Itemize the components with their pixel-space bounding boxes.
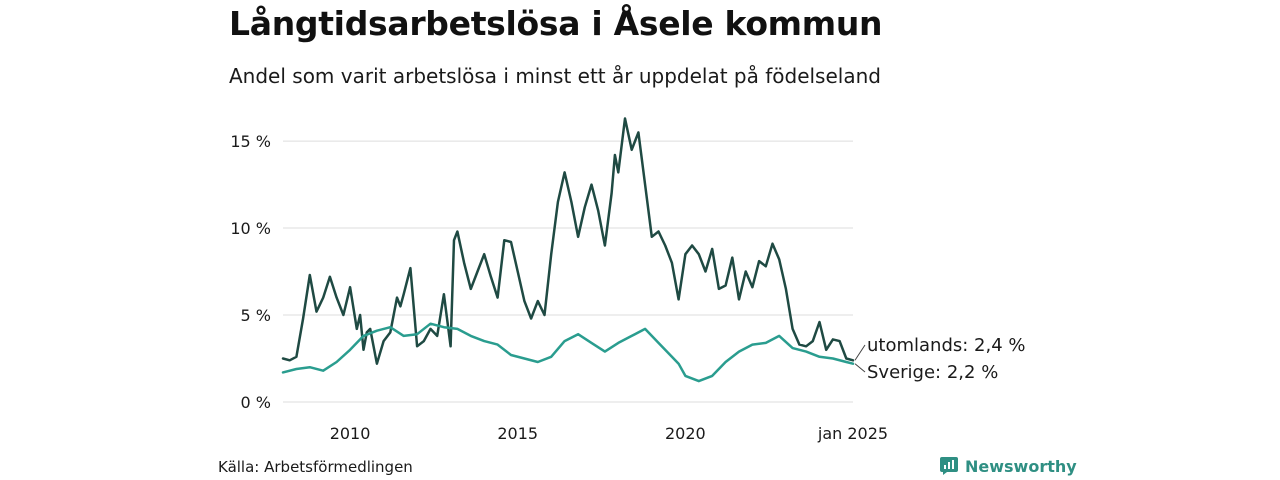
y-tick-label: 0 %	[241, 393, 271, 412]
series-lines	[281, 117, 855, 383]
y-axis-labels: 0 % 5 % 10 % 15 %	[230, 132, 271, 412]
newsworthy-icon	[940, 457, 958, 475]
series-line-utomlands	[281, 117, 855, 365]
series-end-labels: utomlands: 2,4 % Sverige: 2,2 %	[854, 335, 1026, 383]
chart-title: Långtidsarbetslösa i Åsele kommun	[229, 4, 883, 43]
x-tick-label: 2020	[665, 424, 706, 443]
x-tick-label: 2010	[330, 424, 371, 443]
end-label-leader	[854, 363, 866, 373]
chart-subtitle: Andel som varit arbetslösa i minst ett å…	[229, 64, 881, 88]
newsworthy-wordmark: Newsworthy	[965, 456, 1077, 476]
newsworthy-logo[interactable]: Newsworthy	[939, 456, 1077, 476]
y-tick-label: 5 %	[241, 306, 271, 325]
end-label-sverige: Sverige: 2,2 %	[867, 362, 998, 383]
grid-lines	[283, 140, 853, 403]
x-tick-label: 2015	[497, 424, 538, 443]
source-note: Källa: Arbetsförmedlingen	[218, 458, 413, 476]
series-line-sverige	[281, 322, 855, 383]
x-axis-labels: 2010 2015 2020 jan 2025	[330, 424, 888, 443]
end-label-leader	[854, 344, 866, 361]
y-tick-label: 15 %	[230, 132, 271, 151]
y-tick-label: 10 %	[230, 219, 271, 238]
x-tick-label: jan 2025	[817, 424, 888, 443]
end-label-utomlands: utomlands: 2,4 %	[867, 335, 1026, 356]
